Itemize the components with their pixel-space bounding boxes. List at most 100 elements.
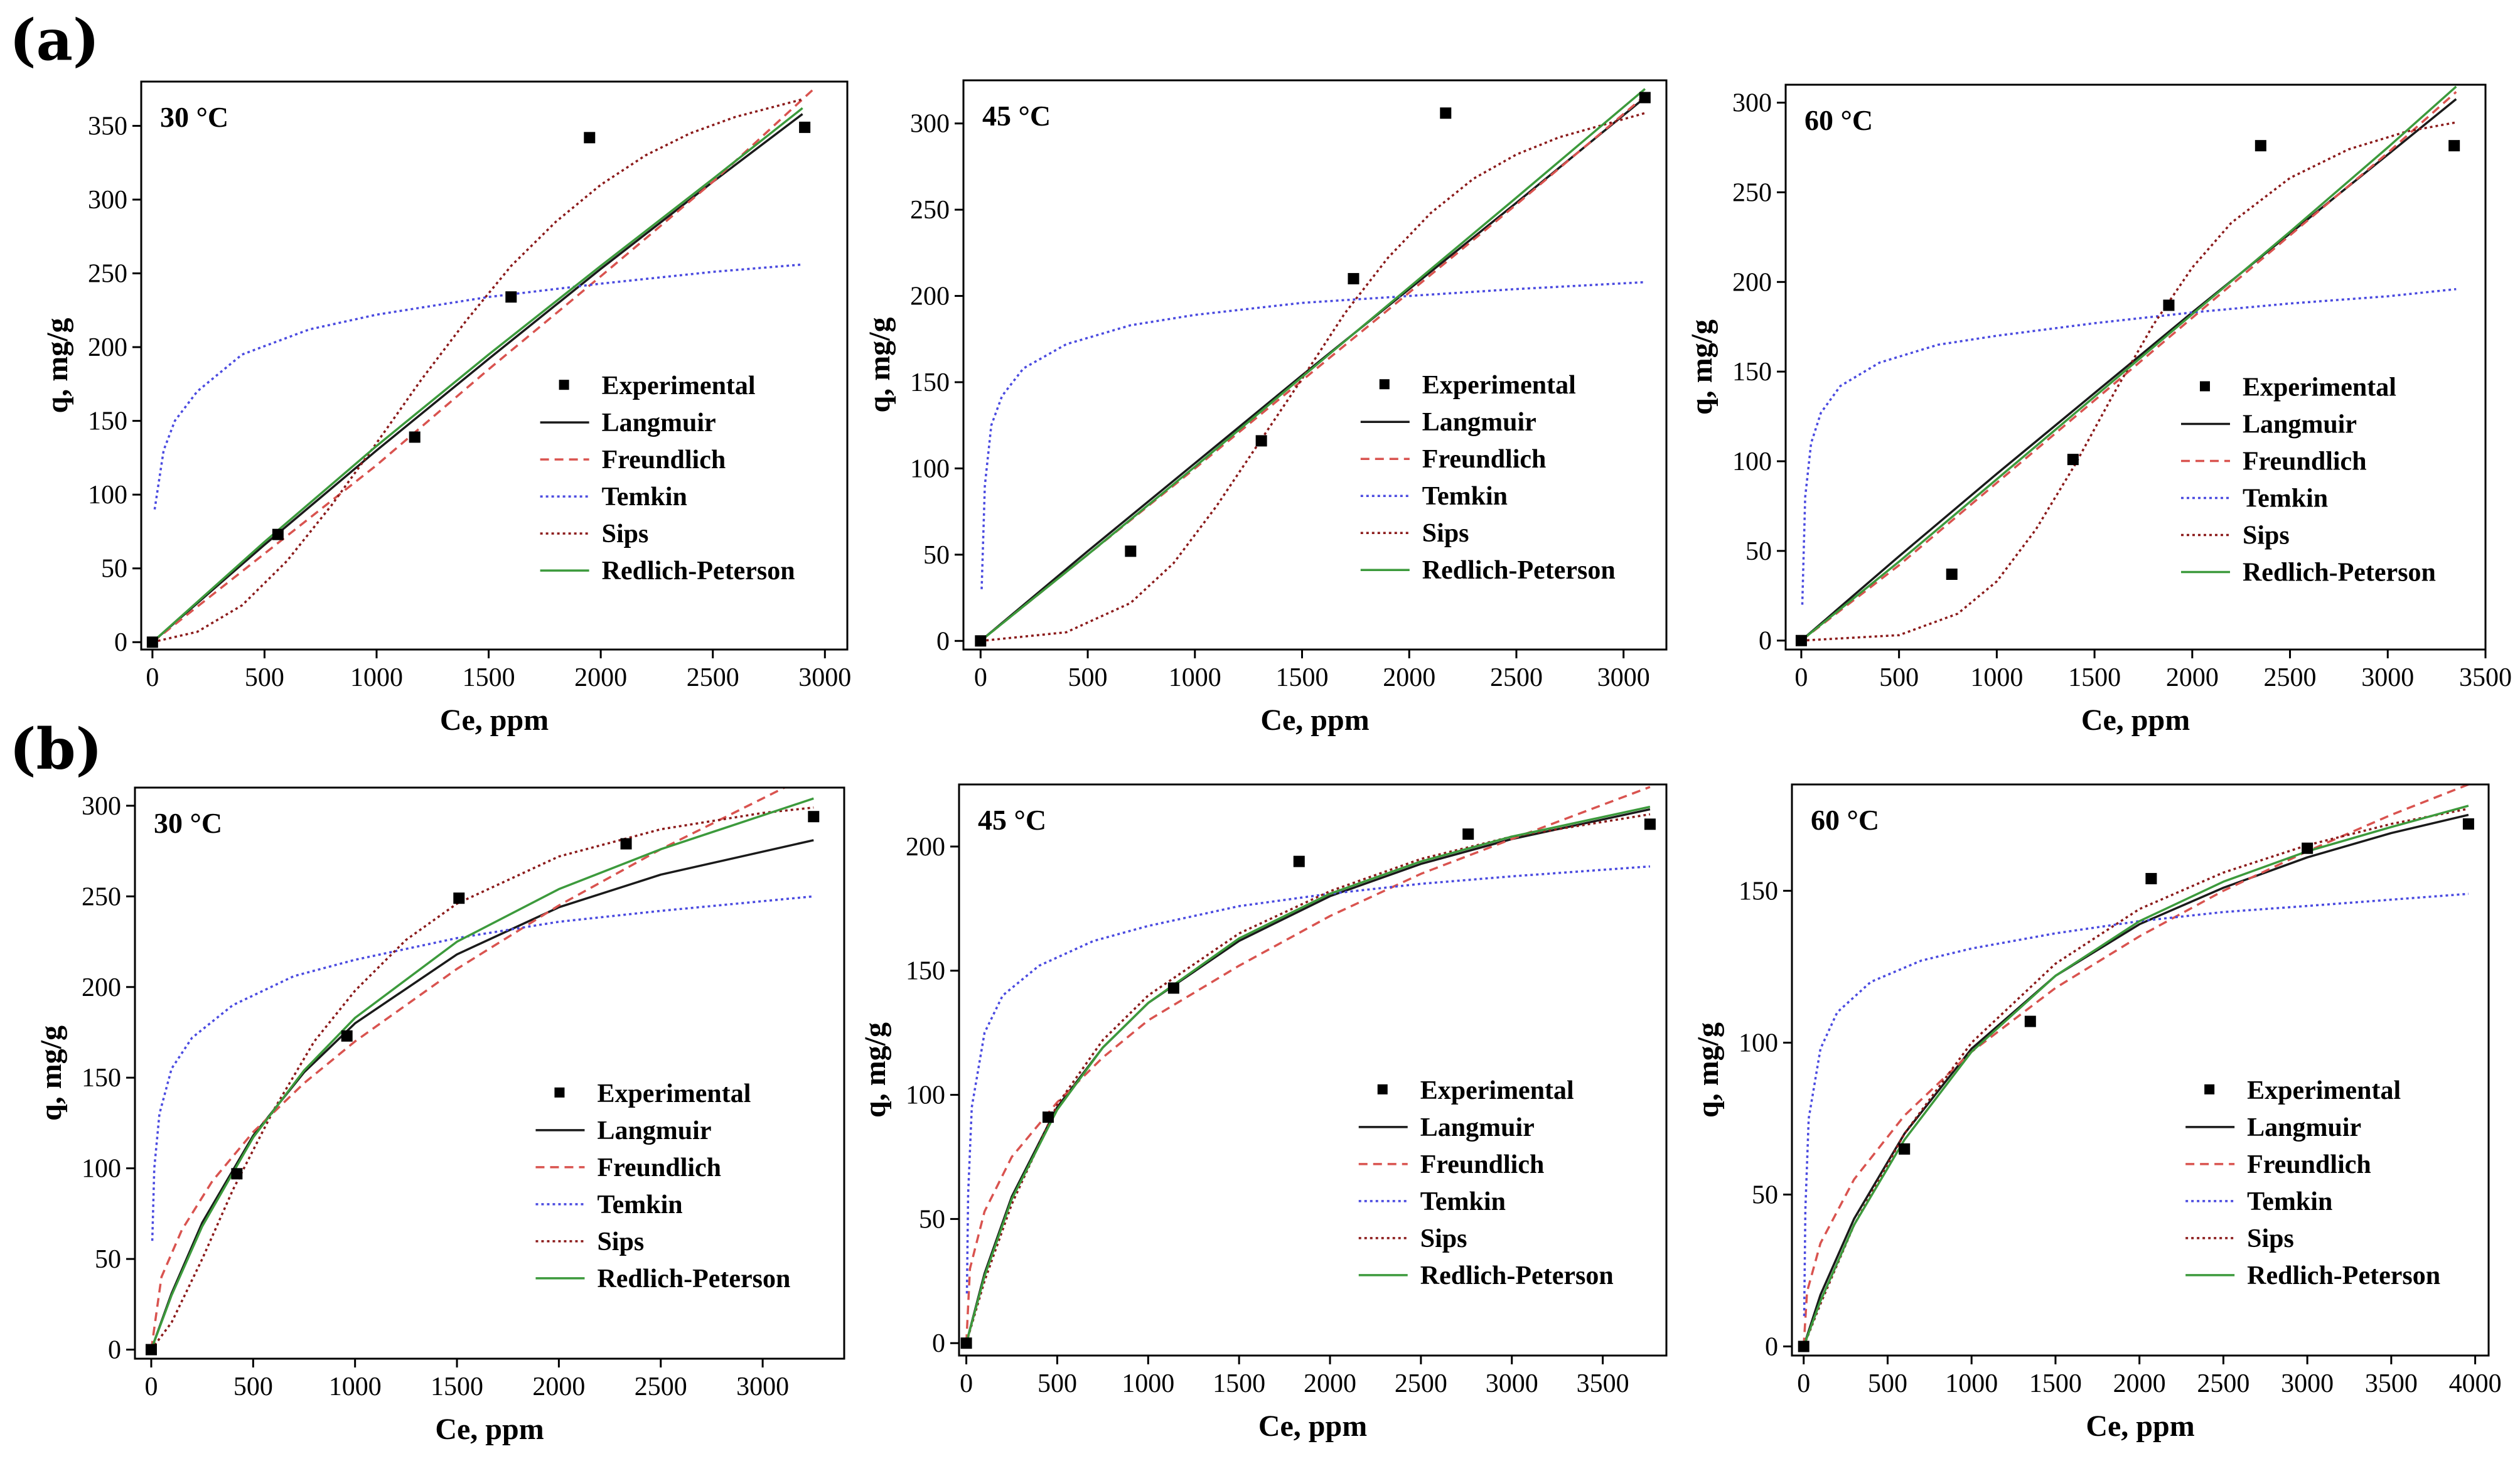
curves xyxy=(1802,784,2469,1347)
legend-marker-experimental xyxy=(554,1087,565,1098)
y-tick-label: 0 xyxy=(114,628,127,657)
experimental-point xyxy=(1462,828,1474,840)
y-tick-label: 200 xyxy=(906,833,945,862)
chart-panel: 0 500 1000 1500 2000 2500 3000 0 50 100 150 200 250 3… xyxy=(41,80,851,737)
y-tick-label: 250 xyxy=(910,196,950,225)
legend-label: Temkin xyxy=(597,1190,682,1219)
experimental-point xyxy=(2302,842,2314,854)
y-tick-label: 300 xyxy=(910,110,950,139)
chart-panel: 0 500 1000 1500 2000 2500 3000 0 50 100 150 200 250 3… xyxy=(863,79,1668,737)
series-line-freundlich xyxy=(150,788,787,1350)
chart-panel: 0 500 1000 1500 2000 2500 3000 3500 4000 0 50 100 15… xyxy=(1692,783,2502,1443)
x-tick-label: 3000 xyxy=(1597,663,1650,692)
x-tick-label: 3500 xyxy=(2459,663,2512,692)
experimental-point xyxy=(1899,1143,1911,1155)
x-tick-label: 1500 xyxy=(2068,663,2121,692)
y-axis-label: q, mg/g xyxy=(1692,1022,1725,1118)
experimental-point xyxy=(1798,1340,1810,1352)
series-line-sips xyxy=(965,813,1651,1344)
y-tick-label: 150 xyxy=(910,368,950,397)
x-tick-label: 1000 xyxy=(350,663,403,692)
legend-label: Langmuir xyxy=(1422,408,1536,437)
y-tick-label: 250 xyxy=(1732,178,1772,207)
y-tick-label: 300 xyxy=(1732,89,1772,118)
temperature-label: 45 °C xyxy=(982,100,1051,132)
series-line-temkin xyxy=(980,281,1645,589)
legend-label: Temkin xyxy=(1420,1187,1506,1216)
y-axis-label: q, mg/g xyxy=(41,318,74,413)
legend-marker-experimental xyxy=(1377,1084,1388,1094)
experimental-point xyxy=(341,1030,353,1042)
legend-marker-experimental xyxy=(1379,379,1390,390)
x-tick-label: 500 xyxy=(1037,1369,1077,1398)
x-tick-label: 1500 xyxy=(463,663,515,692)
experimental-point xyxy=(960,1337,972,1349)
y-tick-label: 100 xyxy=(82,1155,121,1184)
series-line-freundlich xyxy=(965,786,1651,1344)
x-tick-label: 1500 xyxy=(1213,1369,1265,1398)
legend-label: Experimental xyxy=(602,372,756,400)
legend-label: Sips xyxy=(2247,1224,2294,1253)
legend-label: Temkin xyxy=(2243,484,2328,513)
experimental-point xyxy=(2448,140,2460,152)
plot-frame xyxy=(134,786,845,1360)
experimental-point xyxy=(2145,873,2157,885)
experimental-point xyxy=(1042,1111,1054,1123)
legend-label: Temkin xyxy=(602,483,687,511)
x-tick-label: 3000 xyxy=(798,663,851,692)
y-tick-label: 150 xyxy=(1739,877,1778,906)
legend-label: Langmuir xyxy=(1420,1113,1535,1142)
x-axis-label: Ce, ppm xyxy=(2081,704,2190,737)
row-label-a: (a) xyxy=(9,7,99,73)
x-tick-label: 1500 xyxy=(1276,663,1329,692)
legend-label: Langmuir xyxy=(597,1116,711,1145)
x-tick-label: 3000 xyxy=(736,1372,789,1401)
x-tick-label: 1000 xyxy=(1169,663,1221,692)
experimental-point xyxy=(620,838,632,850)
experimental-point xyxy=(1125,545,1137,557)
legend-label: Freundlich xyxy=(1422,445,1547,474)
x-axis-label: Ce, ppm xyxy=(440,704,549,737)
y-tick-label: 50 xyxy=(923,541,950,570)
experimental-point xyxy=(409,431,421,443)
x-tick-label: 500 xyxy=(1868,1369,1907,1398)
legend-marker-experimental xyxy=(559,380,569,390)
y-tick-label: 150 xyxy=(82,1064,121,1093)
curves xyxy=(980,88,1646,643)
y-axis-label: q, mg/g xyxy=(35,1025,68,1121)
experimental-point xyxy=(505,291,517,303)
series-line-redlich-peterson xyxy=(965,805,1651,1344)
legend-label: Sips xyxy=(597,1228,644,1256)
x-tick-label: 2000 xyxy=(1304,1369,1356,1398)
legend: Experimental Langmuir Freundlich Temkin Sips… xyxy=(2185,1076,2440,1290)
x-tick-label: 4000 xyxy=(2449,1369,2502,1398)
x-tick-label: 2000 xyxy=(2166,663,2219,692)
curves xyxy=(151,88,815,643)
x-tick-label: 1000 xyxy=(1122,1369,1174,1398)
temperature-label: 30 °C xyxy=(154,807,222,839)
y-tick-label: 0 xyxy=(932,1329,945,1358)
experimental-point xyxy=(453,892,465,904)
legend-label: Freundlich xyxy=(602,446,726,474)
legend-label: Experimental xyxy=(1422,371,1576,400)
row-label-b: (b) xyxy=(9,716,102,783)
x-axis-label: Ce, ppm xyxy=(1258,1410,1367,1443)
experimental-point xyxy=(1255,435,1267,447)
experimental-point xyxy=(1639,92,1651,104)
x-axis-label: Ce, ppm xyxy=(2086,1410,2194,1443)
experimental-point xyxy=(1293,855,1305,867)
y-tick-label: 50 xyxy=(95,1245,121,1274)
x-tick-label: 0 xyxy=(960,1369,973,1398)
legend: Experimental Langmuir Freundlich Temkin Sips… xyxy=(1358,1076,1614,1290)
experimental-point xyxy=(2462,818,2474,830)
y-tick-label: 50 xyxy=(101,555,127,584)
plot-frame xyxy=(958,783,1668,1357)
legend: Experimental Langmuir Freundlich Temkin Sips… xyxy=(540,372,795,586)
x-tick-label: 2500 xyxy=(2197,1369,2249,1398)
x-tick-label: 3500 xyxy=(1577,1369,1629,1398)
series-line-sips xyxy=(1801,121,2457,642)
x-tick-label: 2000 xyxy=(532,1372,585,1401)
legend-label: Sips xyxy=(602,520,649,548)
plot-frame xyxy=(962,79,1668,651)
legend-label: Experimental xyxy=(2243,373,2396,402)
